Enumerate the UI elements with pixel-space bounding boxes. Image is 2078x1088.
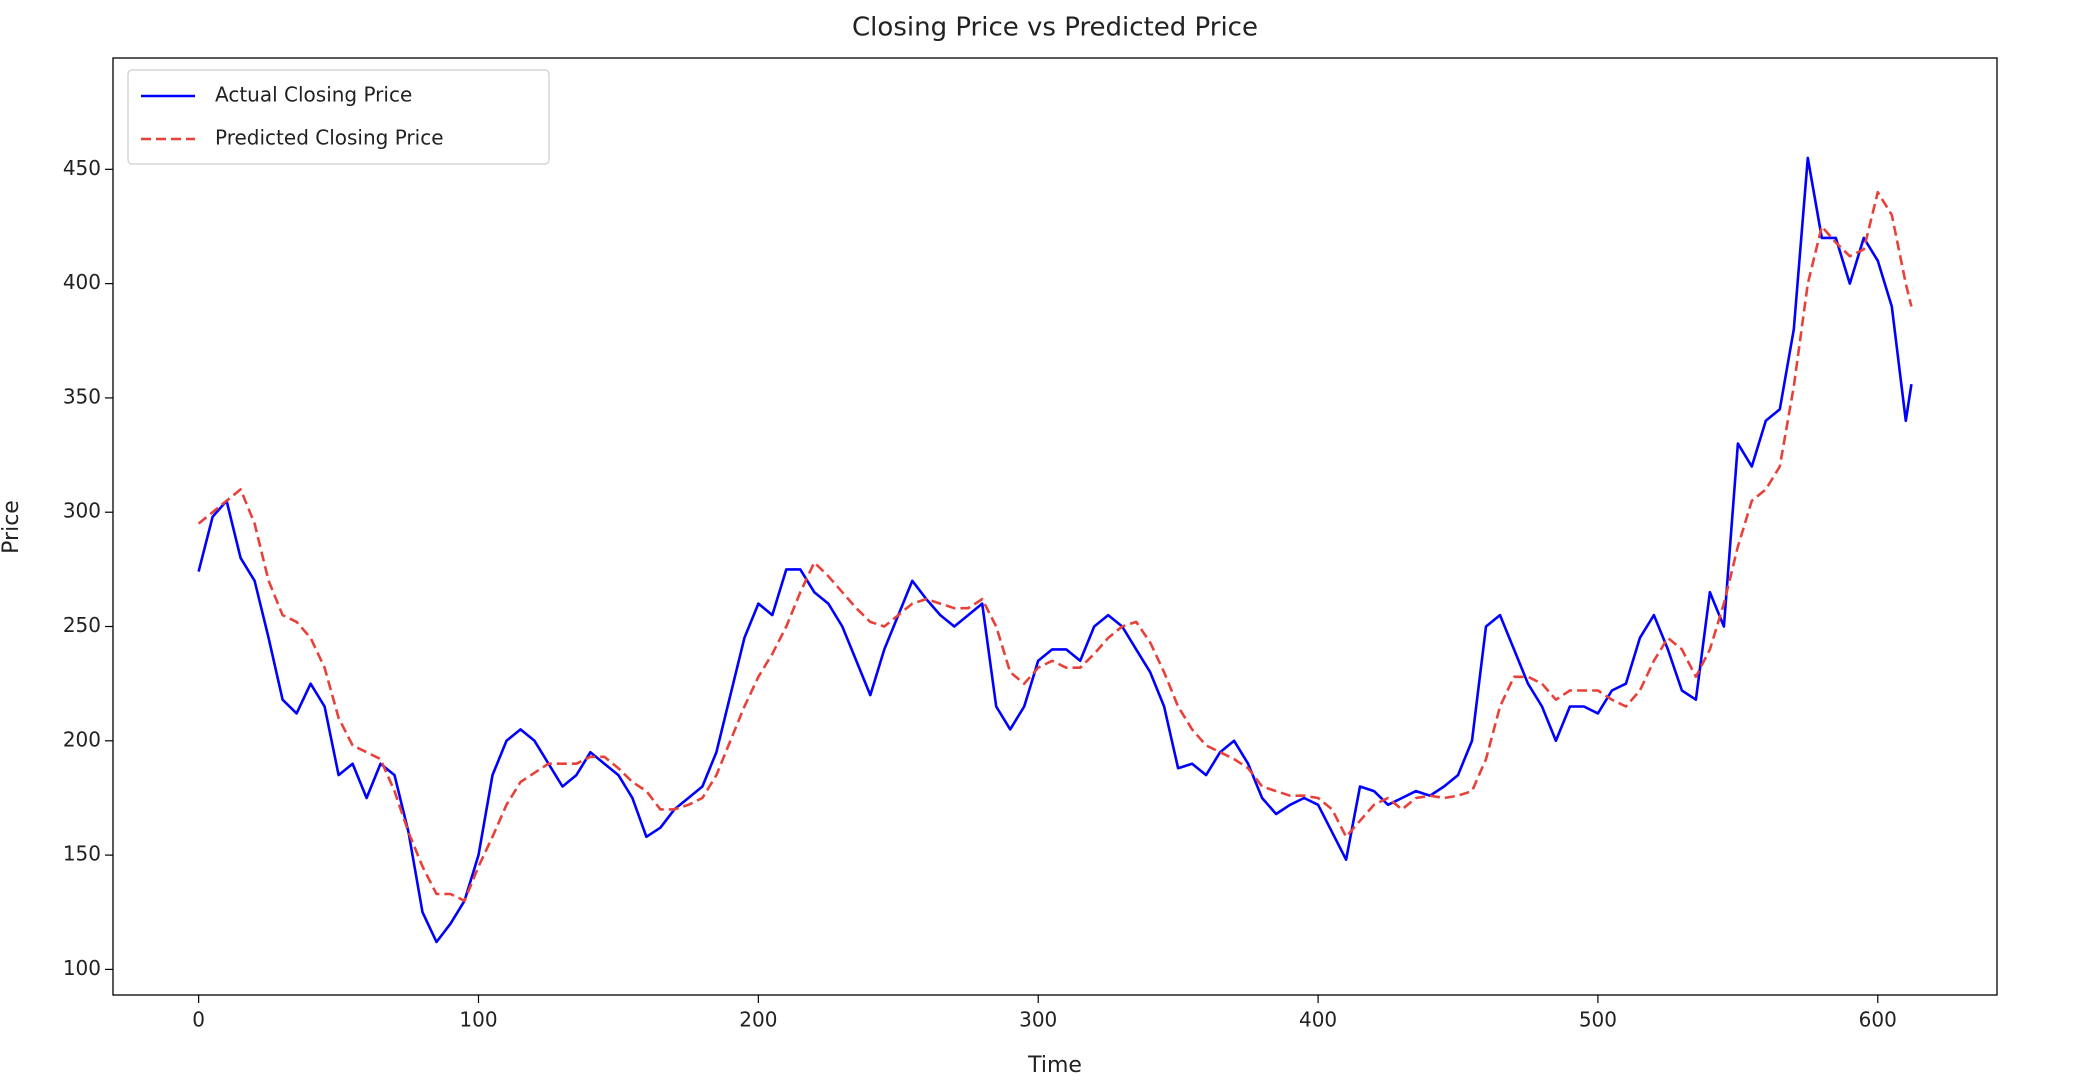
x-tick-label: 300 (1019, 1008, 1057, 1032)
plot-frame (112, 57, 1998, 996)
x-tick-label: 500 (1579, 1008, 1617, 1032)
x-tick-label: 200 (739, 1008, 777, 1032)
y-tick-label: 200 (63, 727, 101, 751)
y-axis-label: Price (0, 500, 24, 554)
legend-box (127, 69, 550, 165)
series-line (197, 156, 1913, 944)
x-tick-label: 600 (1859, 1008, 1897, 1032)
y-tick-label: 300 (63, 499, 101, 523)
legend-label: Actual Closing Price (215, 83, 412, 107)
x-tick-label: 0 (192, 1008, 205, 1032)
x-tick-label: 400 (1299, 1008, 1337, 1032)
y-tick-label: 150 (63, 842, 101, 866)
x-tick-label: 100 (459, 1008, 497, 1032)
series-line (197, 190, 1913, 903)
y-tick-label: 250 (63, 613, 101, 637)
y-tick-label: 100 (63, 956, 101, 980)
y-tick-label: 450 (63, 156, 101, 180)
x-axis-label: Time (1027, 1053, 1082, 1078)
legend-label: Predicted Closing Price (215, 126, 444, 150)
chart-title: Closing Price vs Predicted Price (852, 13, 1258, 43)
y-tick-label: 400 (63, 270, 101, 294)
y-tick-label: 350 (63, 384, 101, 408)
